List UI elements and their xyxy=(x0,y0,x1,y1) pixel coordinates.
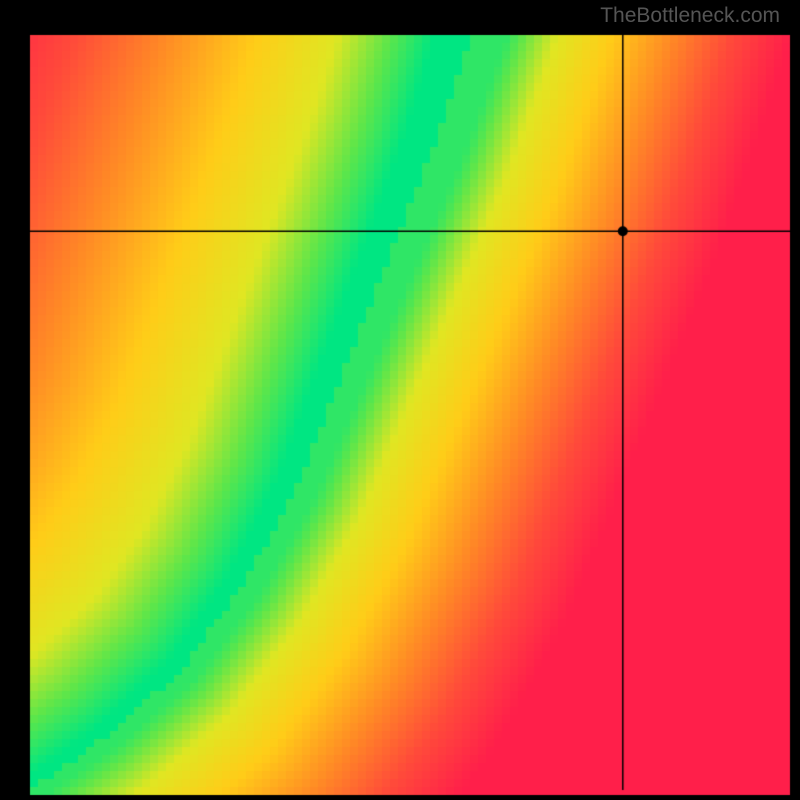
chart-container: TheBottleneck.com xyxy=(0,0,800,800)
bottleneck-heatmap xyxy=(0,0,800,800)
attribution-text: TheBottleneck.com xyxy=(600,4,780,28)
